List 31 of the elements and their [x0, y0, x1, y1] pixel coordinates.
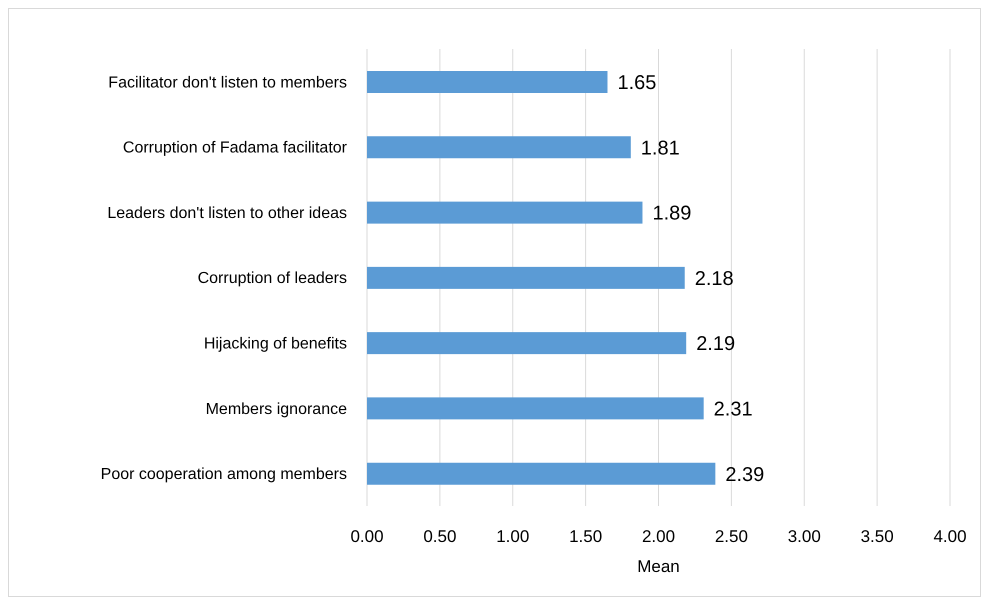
data-label: 2.18	[694, 268, 734, 290]
data-label: 2.31	[714, 398, 753, 421]
y-tick-label: Hijacking of benefits	[204, 335, 347, 352]
x-tick-label: 1.50	[569, 527, 602, 546]
y-tick-label: Facilitator don't listen to members	[108, 74, 347, 92]
x-tick-label: 0.00	[350, 527, 384, 546]
x-tick-label: 2.50	[714, 527, 748, 546]
x-tick-label: 3.00	[788, 527, 821, 546]
bar	[367, 136, 631, 158]
data-label: 1.81	[640, 137, 680, 160]
data-label: 2.19	[696, 333, 736, 356]
bar	[367, 332, 686, 354]
data-label: 2.39	[725, 464, 764, 486]
y-tick-label: Poor cooperation among members	[100, 466, 347, 484]
bar	[367, 462, 716, 485]
x-tick-label: 3.50	[860, 527, 894, 546]
data-label: 1.65	[617, 72, 656, 94]
x-axis-title: Mean	[637, 557, 680, 576]
y-tick-label: Members ignorance	[206, 400, 348, 418]
data-label: 1.89	[652, 202, 692, 225]
x-tick-label: 4.00	[933, 527, 967, 546]
bar	[367, 266, 685, 289]
bar	[367, 202, 642, 224]
y-tick-label: Leaders don't listen to other ideas	[107, 204, 347, 222]
bar	[367, 397, 704, 420]
x-tick-label: 2.00	[642, 527, 676, 546]
x-tick-label: 0.50	[423, 527, 456, 546]
x-tick-label: 1.00	[496, 527, 530, 546]
y-tick-label: Corruption of Fadama facilitator	[122, 140, 348, 157]
y-tick-label: Corruption of leaders	[198, 270, 347, 288]
bar	[367, 71, 608, 93]
